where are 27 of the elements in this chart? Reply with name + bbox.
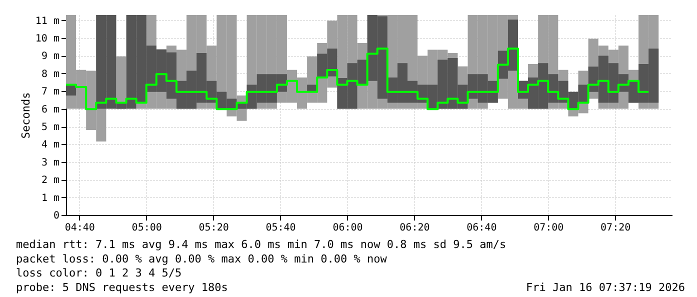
text: probe: 5 DNS requests every 180s [16, 280, 228, 294]
y-tick-label: 3 m [41, 157, 60, 168]
x-tick-label: 05:00 [132, 222, 162, 234]
y-tick-label: 1 m [41, 192, 60, 204]
y-tick-label: 6 m [41, 104, 60, 116]
y-tick-label: 0 [53, 210, 60, 222]
y-tick-label: 5 m [41, 122, 60, 134]
x-tick-label: 05:40 [266, 222, 296, 234]
y-tick-label: 11 m [35, 16, 60, 27]
text: loss color: 0 1 2 3 4 5/5 [16, 266, 182, 280]
y-tick-label: 2 m [41, 175, 60, 186]
x-tick-label: 07:00 [534, 222, 564, 234]
x-tick-label: 06:00 [332, 222, 363, 234]
y-tick-label: 4 m [41, 140, 60, 151]
y-tick-label: 8 m [41, 68, 60, 80]
y-tick-label: 7 m [41, 86, 60, 98]
x-tick-label: 07:20 [600, 222, 631, 234]
x-tick-label: 06:20 [400, 222, 430, 234]
y-tick-label: 10 m [35, 34, 60, 45]
y-axis-title: Seconds [19, 92, 32, 139]
text: median rtt: 7.1 ms avg 9.4 ms max 6.0 ms min 7.0 ms now 0.8 ms sd 9.5 am/s [16, 238, 506, 251]
x-tick-label: 04:40 [64, 222, 95, 234]
text: Fri Jan 16 07:37:19 2026 [526, 280, 685, 294]
text: packet loss: 0.00 % avg 0.00 % max 0.00 % min 0.00 % now [16, 252, 388, 266]
x-tick-label: 06:40 [466, 222, 497, 234]
y-tick-label: 9 m [41, 51, 60, 62]
x-tick-label: 05:20 [198, 222, 229, 234]
